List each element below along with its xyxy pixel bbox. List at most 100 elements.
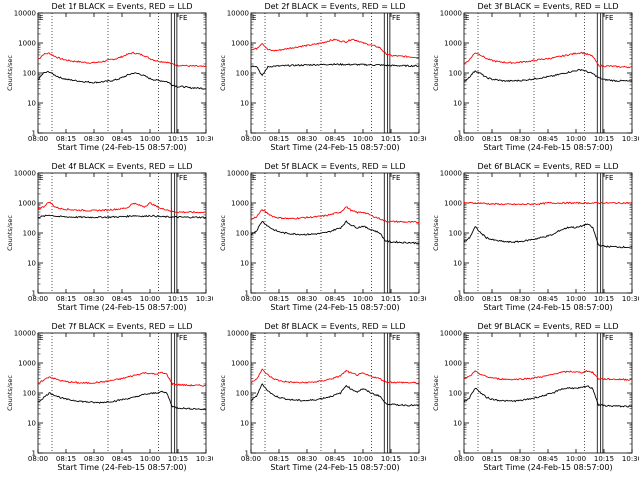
x-tick-label: 10:00: [566, 295, 586, 303]
x-axis-label: Start Time (24-Feb-15 08:57:00): [483, 303, 612, 312]
x-tick-label: 10:15: [594, 135, 614, 143]
x-tick-label: 08:00: [454, 135, 474, 143]
detector-panel-5: Det 5f BLACK = Events, RED = LLD 1 10 100 10…: [219, 162, 426, 312]
y-tick-label: 1: [32, 290, 36, 298]
panel-title: Det 7f BLACK = Events, RED = LLD: [51, 322, 192, 331]
end-marker: FE: [605, 334, 613, 342]
plot-frame: [463, 172, 633, 294]
panel-title: Det 9f BLACK = Events, RED = LLD: [477, 322, 618, 331]
end-marker: FE: [392, 14, 400, 22]
x-tick-label: 08:15: [269, 295, 289, 303]
start-marker: E: [39, 14, 43, 22]
x-tick-label: 08:45: [538, 295, 558, 303]
y-tick-label: 1000: [18, 200, 36, 208]
x-tick-label: 10:15: [381, 295, 401, 303]
x-axis-label: Start Time (24-Feb-15 08:57:00): [270, 303, 399, 312]
y-tick-label: 1: [245, 450, 249, 458]
y-tick-label: 100: [236, 70, 249, 78]
x-axis-label: Start Time (24-Feb-15 08:57:00): [483, 143, 612, 152]
x-tick-label: 08:15: [269, 455, 289, 463]
y-tick-label: 10: [453, 260, 462, 268]
x-tick-label: 10:30: [409, 135, 426, 143]
plot-frame: [250, 172, 420, 294]
x-tick-label: 10:30: [196, 455, 213, 463]
y-tick-label: 100: [449, 230, 462, 238]
plot-frame: [37, 12, 207, 134]
events-series-line: [463, 69, 633, 83]
x-tick-label: 08:30: [84, 455, 104, 463]
x-tick-label: 08:45: [538, 455, 558, 463]
y-tick-label: 10: [240, 260, 249, 268]
events-series-line: [250, 62, 420, 77]
y-tick-label: 100: [23, 230, 36, 238]
x-tick-label: 10:15: [168, 295, 188, 303]
panel-title: Det 8f BLACK = Events, RED = LLD: [264, 322, 405, 331]
y-tick-label: 100: [23, 70, 36, 78]
x-tick-label: 08:45: [538, 135, 558, 143]
plot-frame: [37, 172, 207, 294]
x-tick-label: 08:00: [241, 135, 261, 143]
end-marker: FE: [392, 174, 400, 182]
y-tick-label: 10000: [440, 330, 462, 338]
y-tick-label: 1000: [231, 360, 249, 368]
plot-frame: [250, 12, 420, 134]
y-tick-label: 1000: [444, 200, 462, 208]
x-tick-label: 08:00: [28, 135, 48, 143]
events-series-line: [37, 390, 207, 411]
x-tick-label: 10:00: [566, 135, 586, 143]
start-marker: E: [465, 14, 469, 22]
end-marker: FE: [392, 334, 400, 342]
x-tick-label: 08:30: [297, 135, 317, 143]
x-axis-label: Start Time (24-Feb-15 08:57:00): [270, 463, 399, 472]
y-tick-label: 1000: [444, 360, 462, 368]
x-tick-label: 08:45: [325, 135, 345, 143]
x-tick-label: 08:45: [325, 455, 345, 463]
events-series-line: [37, 71, 207, 90]
x-axis-label: Start Time (24-Feb-15 08:57:00): [57, 463, 186, 472]
x-tick-label: 08:30: [297, 455, 317, 463]
end-marker: FE: [179, 14, 187, 22]
y-tick-label: 1: [32, 450, 36, 458]
y-axis-label: Counts/sec: [219, 55, 227, 91]
x-tick-label: 10:15: [594, 295, 614, 303]
y-tick-label: 10000: [227, 330, 249, 338]
y-tick-label: 1000: [231, 40, 249, 48]
y-axis-label: Counts/sec: [219, 375, 227, 411]
x-tick-label: 10:15: [168, 135, 188, 143]
y-tick-label: 100: [23, 390, 36, 398]
lld-series-line: [250, 206, 419, 224]
y-tick-label: 1000: [444, 40, 462, 48]
y-tick-label: 1000: [231, 200, 249, 208]
lld-series-line: [463, 51, 633, 69]
y-tick-label: 10000: [440, 170, 462, 178]
x-tick-label: 10:15: [594, 455, 614, 463]
y-axis-label: Counts/sec: [6, 215, 14, 251]
x-tick-label: 10:00: [353, 135, 373, 143]
y-tick-label: 10: [27, 260, 36, 268]
x-tick-label: 08:15: [482, 455, 502, 463]
events-series-line: [463, 385, 633, 408]
y-tick-label: 10000: [14, 330, 36, 338]
lld-series-line: [37, 201, 207, 214]
y-tick-label: 10: [240, 100, 249, 108]
start-marker: E: [465, 174, 469, 182]
x-tick-label: 08:15: [56, 455, 76, 463]
x-tick-label: 08:30: [84, 295, 104, 303]
panel-title: Det 3f BLACK = Events, RED = LLD: [477, 2, 618, 11]
plot-frame: [463, 12, 633, 134]
end-marker: FE: [179, 174, 187, 182]
x-tick-label: 08:00: [454, 295, 474, 303]
y-tick-label: 1000: [18, 40, 36, 48]
plot-frame: [37, 332, 207, 454]
x-tick-label: 08:15: [482, 295, 502, 303]
x-tick-label: 10:00: [140, 295, 160, 303]
y-tick-label: 1000: [18, 360, 36, 368]
x-tick-label: 08:45: [112, 295, 132, 303]
y-tick-label: 10: [240, 420, 249, 428]
x-tick-label: 10:30: [196, 295, 213, 303]
plot-frame: [463, 332, 633, 454]
detector-panel-1: Det 1f BLACK = Events, RED = LLD 1 10 100 10…: [6, 2, 213, 152]
x-tick-label: 08:45: [325, 295, 345, 303]
events-series-line: [463, 223, 633, 249]
lld-series-line: [37, 51, 207, 68]
